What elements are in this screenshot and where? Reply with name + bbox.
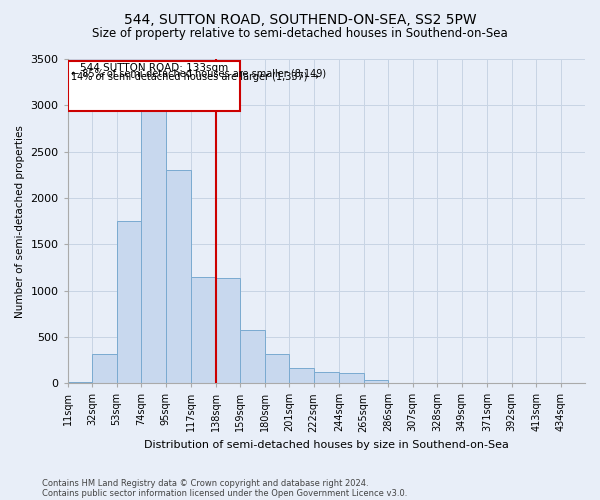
Text: Size of property relative to semi-detached houses in Southend-on-Sea: Size of property relative to semi-detach…	[92, 28, 508, 40]
Bar	[92, 354, 116, 383]
Text: 544, SUTTON ROAD, SOUTHEND-ON-SEA, SS2 5PW: 544, SUTTON ROAD, SOUTHEND-ON-SEA, SS2 5…	[124, 12, 476, 26]
Bar	[141, 100, 166, 383]
Bar	[265, 354, 289, 383]
Bar	[240, 330, 265, 383]
Text: Contains public sector information licensed under the Open Government Licence v3: Contains public sector information licen…	[42, 488, 407, 498]
Text: 14% of semi-detached houses are larger (1,337) →: 14% of semi-detached houses are larger (…	[71, 72, 319, 82]
Bar	[364, 380, 388, 383]
Bar	[68, 382, 92, 383]
Bar	[166, 170, 191, 383]
Text: ← 85% of semi-detached houses are smaller (8,149): ← 85% of semi-detached houses are smalle…	[71, 68, 326, 78]
Bar	[215, 278, 240, 383]
Bar	[116, 221, 141, 383]
Text: Contains HM Land Registry data © Crown copyright and database right 2024.: Contains HM Land Registry data © Crown c…	[42, 478, 368, 488]
Y-axis label: Number of semi-detached properties: Number of semi-detached properties	[15, 124, 25, 318]
X-axis label: Distribution of semi-detached houses by size in Southend-on-Sea: Distribution of semi-detached houses by …	[144, 440, 509, 450]
Bar	[289, 368, 314, 383]
Bar	[68, 61, 240, 111]
Bar	[339, 373, 364, 383]
Text: 544 SUTTON ROAD: 133sqm: 544 SUTTON ROAD: 133sqm	[80, 63, 228, 73]
Bar	[191, 276, 215, 383]
Bar	[314, 372, 339, 383]
